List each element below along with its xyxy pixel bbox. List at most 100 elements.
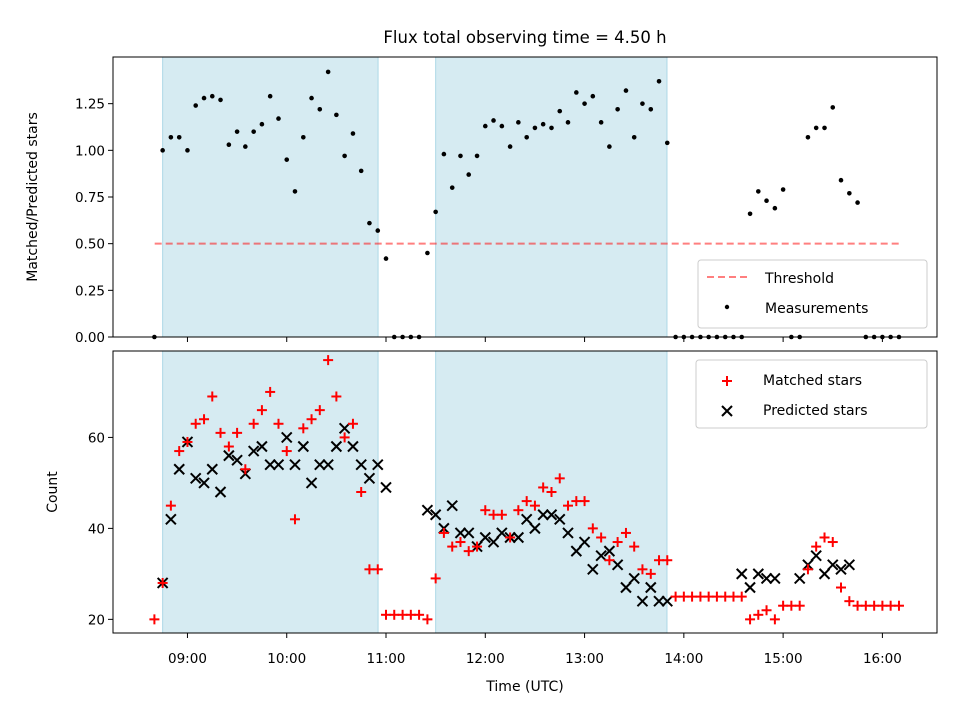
predicted-star-point — [380, 481, 392, 494]
matched-star-point — [463, 546, 474, 557]
predicted-star-point — [289, 459, 301, 471]
measurement-point — [805, 134, 811, 140]
predicted-star-point — [529, 522, 541, 535]
measurement-point — [367, 220, 372, 226]
measurement-point — [358, 168, 364, 174]
measurement-point — [201, 95, 207, 101]
measurement-point — [847, 190, 852, 196]
matched-star-point — [753, 609, 764, 620]
measurement-point — [267, 93, 273, 99]
top-legend: Threshold Measurements — [697, 259, 928, 329]
measurement-point — [441, 151, 447, 157]
matched-star-point — [223, 441, 234, 452]
matched-star-point — [745, 614, 756, 625]
x-tick-label: 16:00 — [863, 651, 902, 667]
matched-star-point — [232, 427, 243, 438]
x-tick-label: 12:00 — [466, 651, 505, 667]
predicted-star-point — [223, 449, 235, 462]
matched-star-point — [811, 541, 822, 552]
matched-star-point — [306, 414, 317, 425]
predicted-star-point — [545, 509, 558, 521]
measurement-point — [226, 142, 232, 148]
matched-star-point — [372, 564, 383, 575]
measurement-point — [756, 189, 761, 194]
matched-star-point — [546, 487, 557, 497]
measurement-point — [631, 134, 637, 140]
measurement-point — [342, 153, 347, 159]
predicted-star-point — [338, 422, 351, 435]
predicted-star-point — [314, 459, 326, 471]
measurement-point — [780, 187, 786, 192]
y-tick-label: 0.00 — [75, 330, 105, 346]
predicted-star-point — [810, 549, 822, 562]
matched-star-point — [521, 496, 532, 507]
measurement-point — [383, 256, 389, 261]
measurement-point — [557, 108, 563, 114]
legend-measurement-swatch — [724, 304, 730, 310]
observing-span — [162, 350, 379, 634]
predicted-star-point — [347, 440, 359, 453]
predicted-star-point — [231, 454, 243, 466]
measurement-point — [532, 125, 538, 131]
x-tick-label: 09:00 — [168, 651, 207, 667]
observing-span — [435, 56, 668, 338]
matched-star-point — [215, 427, 226, 438]
matched-star-point — [620, 527, 631, 538]
matched-star-point — [736, 591, 747, 602]
matched-star-point — [182, 436, 193, 447]
measurement-point — [607, 144, 612, 149]
matched-star-point — [314, 405, 325, 416]
x-tick-label: 11:00 — [367, 651, 406, 667]
measurement-point — [251, 129, 256, 134]
matched-star-point — [298, 423, 309, 434]
matched-star-point — [562, 500, 573, 511]
predicted-star-point — [463, 527, 475, 539]
matched-star-point — [529, 500, 540, 511]
measurement-point — [458, 153, 463, 159]
predicted-star-point — [769, 572, 781, 585]
matched-star-point — [711, 591, 722, 602]
measurement-point — [540, 121, 546, 127]
x-tick-label: 10:00 — [267, 651, 306, 667]
predicted-star-point — [496, 527, 508, 539]
measurement-point — [243, 144, 248, 149]
predicted-star-point — [628, 572, 640, 585]
x-tick-label: 14:00 — [664, 651, 703, 667]
predicted-star-point — [843, 559, 856, 571]
predicted-star-point — [297, 440, 310, 453]
measurement-point — [168, 134, 174, 140]
measurement-point — [491, 118, 496, 123]
matched-star-point — [174, 446, 185, 457]
top-y-ticks: 0.00 0.25 0.50 0.75 1.00 1.25 — [75, 97, 113, 346]
measurement-point — [574, 90, 579, 95]
measurement-point — [309, 95, 314, 101]
observing-span — [162, 56, 379, 338]
matched-star-point — [199, 414, 210, 425]
predicted-star-point — [165, 513, 177, 525]
matched-star-point — [827, 537, 838, 548]
predicted-star-point — [305, 477, 318, 489]
measurement-point — [590, 93, 596, 99]
predicted-star-point — [603, 545, 616, 557]
predicted-star-point — [578, 536, 591, 548]
measurement-point — [284, 157, 290, 162]
matched-star-point — [794, 600, 805, 611]
predicted-star-point — [595, 549, 607, 562]
predicted-star-point — [256, 440, 268, 453]
matched-star-point — [761, 605, 772, 616]
matched-star-point — [430, 573, 441, 584]
measurement-point — [317, 106, 323, 112]
measurement-point — [549, 125, 554, 131]
predicted-star-point — [512, 531, 525, 544]
y-tick-label: 40 — [88, 521, 105, 537]
matched-star-point — [248, 418, 259, 429]
measurement-point — [276, 116, 281, 121]
measurement-point — [234, 129, 240, 134]
matched-star-point — [273, 418, 284, 429]
top-legend-box — [697, 259, 928, 329]
predicted-star-point — [264, 459, 276, 471]
measurement-point — [482, 123, 488, 129]
measurement-point — [747, 211, 753, 217]
predicted-star-point — [322, 459, 334, 471]
matched-star-point — [323, 355, 334, 366]
